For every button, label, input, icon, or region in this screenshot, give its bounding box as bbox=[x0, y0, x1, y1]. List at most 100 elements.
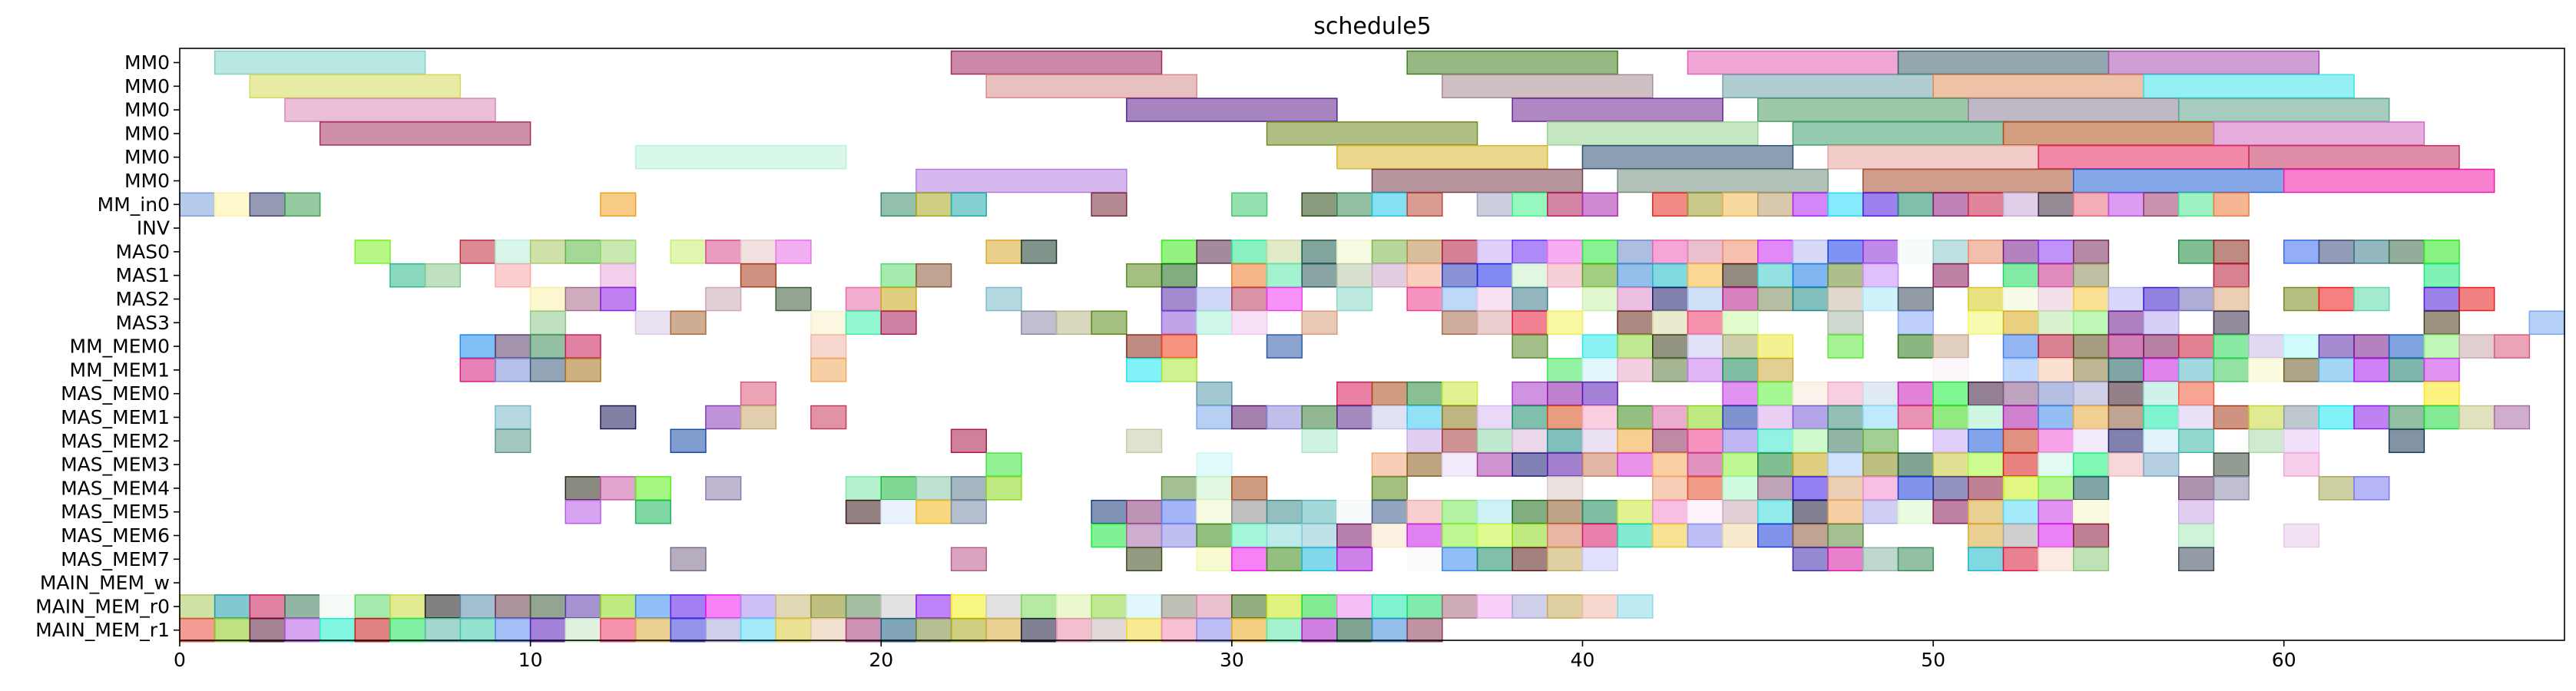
task-bar bbox=[319, 594, 356, 619]
task-bar bbox=[775, 617, 812, 643]
task-bar bbox=[1091, 499, 1127, 524]
task-bar bbox=[634, 310, 672, 336]
task-bar bbox=[1897, 310, 1934, 336]
task-bar bbox=[1968, 547, 2005, 572]
task-bar bbox=[459, 240, 496, 264]
task-bar bbox=[2107, 192, 2144, 217]
x-tick-label: 0 bbox=[174, 649, 186, 671]
task-bar bbox=[1757, 263, 1794, 288]
task-bar bbox=[1862, 192, 1899, 217]
task-bar bbox=[2177, 476, 2215, 501]
task-bar bbox=[985, 74, 1197, 99]
task-bar bbox=[1336, 523, 1373, 548]
task-bar bbox=[2107, 50, 2320, 75]
task-bar bbox=[1511, 452, 1548, 477]
task-bar bbox=[740, 617, 777, 643]
task-bar bbox=[810, 617, 847, 643]
task-bar bbox=[916, 192, 952, 217]
task-bar bbox=[1757, 523, 1794, 548]
task-bar bbox=[1021, 310, 1058, 336]
task-bar bbox=[1932, 381, 1969, 406]
task-bar bbox=[1687, 240, 1723, 264]
task-bar bbox=[916, 594, 952, 619]
task-bar bbox=[2353, 240, 2390, 264]
task-bar bbox=[1476, 499, 1513, 524]
task-bar bbox=[1231, 240, 1268, 264]
task-bar bbox=[1932, 74, 2144, 99]
task-bar bbox=[950, 499, 987, 524]
task-bar bbox=[1652, 192, 1689, 217]
task-bar bbox=[600, 286, 637, 312]
task-bar bbox=[1652, 334, 1689, 359]
task-bar bbox=[2072, 286, 2110, 312]
task-bar bbox=[916, 617, 952, 643]
task-bar bbox=[2038, 192, 2074, 217]
task-bar bbox=[179, 594, 216, 619]
task-bar bbox=[1722, 405, 1759, 430]
task-bar bbox=[1652, 523, 1689, 548]
task-bar bbox=[880, 476, 917, 501]
task-bar bbox=[1336, 240, 1373, 264]
x-axis: 0 10 20 30 40 50 60 bbox=[174, 640, 2296, 671]
task-bar bbox=[880, 192, 917, 217]
task-bar bbox=[880, 594, 917, 619]
task-bar bbox=[634, 144, 847, 170]
task-bar bbox=[2038, 523, 2074, 548]
task-bar bbox=[1652, 452, 1689, 477]
task-bar bbox=[1792, 405, 1829, 430]
task-bar bbox=[1511, 334, 1548, 359]
task-bar bbox=[2388, 334, 2425, 359]
task-bar bbox=[1371, 617, 1408, 643]
y-tick-label: MAS_MEM0 bbox=[61, 382, 170, 405]
task-bar bbox=[670, 594, 707, 619]
task-bar bbox=[1442, 381, 1478, 406]
task-bar bbox=[249, 192, 286, 217]
task-bar bbox=[2107, 381, 2144, 406]
task-bar bbox=[1581, 192, 1618, 217]
task-bar bbox=[2107, 310, 2144, 336]
task-bar bbox=[1406, 594, 1443, 619]
task-bar bbox=[1511, 286, 1548, 312]
task-bar bbox=[1231, 594, 1268, 619]
task-bar bbox=[1792, 452, 1829, 477]
task-bar bbox=[1827, 144, 2039, 170]
task-bar bbox=[1021, 617, 1058, 643]
task-bar bbox=[1476, 192, 1513, 217]
task-bar bbox=[1126, 499, 1163, 524]
x-tick-label: 40 bbox=[1571, 649, 1595, 671]
task-bar bbox=[2038, 358, 2074, 382]
task-bar bbox=[214, 594, 251, 619]
task-bar bbox=[1547, 499, 1584, 524]
task-bar bbox=[1511, 263, 1548, 288]
task-bar bbox=[1547, 381, 1584, 406]
task-bar bbox=[845, 617, 882, 643]
task-bar bbox=[1897, 452, 1934, 477]
task-bar bbox=[1547, 452, 1584, 477]
y-tick-label: MAS_MEM2 bbox=[61, 430, 170, 452]
task-bar bbox=[1476, 428, 1513, 454]
task-bar bbox=[1336, 381, 1373, 406]
task-bar bbox=[1581, 428, 1618, 454]
task-bar bbox=[2423, 310, 2460, 336]
task-bar bbox=[1406, 381, 1443, 406]
task-bar bbox=[2072, 310, 2110, 336]
task-bar bbox=[529, 334, 567, 359]
task-bar bbox=[2143, 381, 2180, 406]
task-bar bbox=[2107, 405, 2144, 430]
task-bar bbox=[1371, 263, 1408, 288]
task-bar bbox=[1827, 381, 1864, 406]
task-bar bbox=[1792, 263, 1829, 288]
task-bar bbox=[1406, 240, 1443, 264]
task-bar bbox=[1301, 240, 1338, 264]
task-bar bbox=[1476, 547, 1513, 572]
schedule-bars bbox=[179, 50, 2565, 643]
task-bar bbox=[2423, 405, 2460, 430]
task-bar bbox=[495, 617, 531, 643]
task-bar bbox=[740, 240, 777, 264]
task-bar bbox=[249, 617, 286, 643]
task-bar bbox=[1231, 310, 1268, 336]
task-bar bbox=[2002, 263, 2039, 288]
y-tick-label: MM0 bbox=[124, 99, 170, 121]
y-tick-label: MM0 bbox=[124, 146, 170, 168]
task-bar bbox=[1161, 617, 1197, 643]
